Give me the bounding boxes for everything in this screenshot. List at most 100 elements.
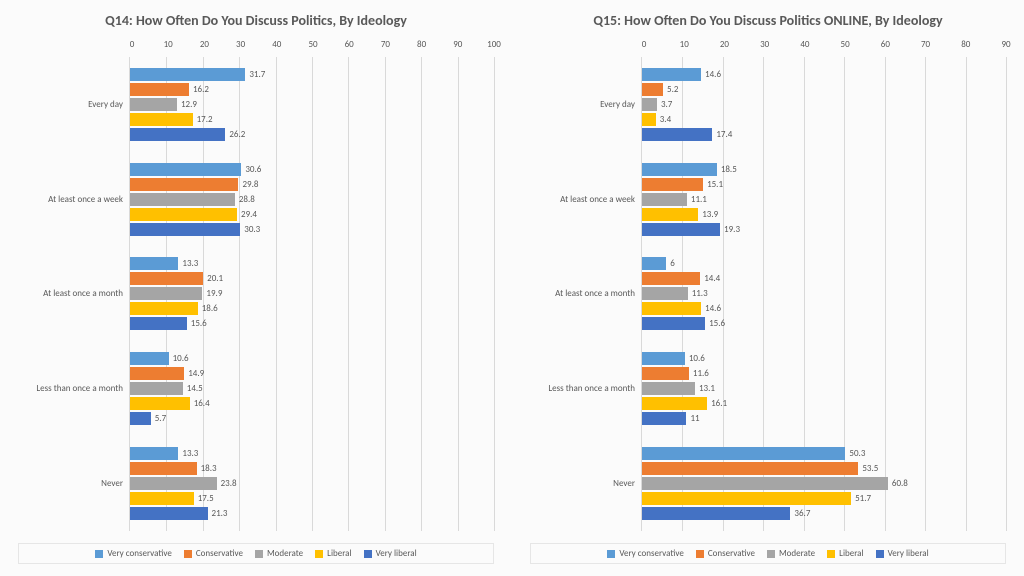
bar-row: 14.4 [642, 272, 1006, 285]
bar-group: 10.614.914.516.45.7 [130, 341, 494, 436]
bar [130, 302, 198, 315]
bar-value-label: 11.6 [693, 368, 709, 379]
bar [642, 462, 858, 475]
category-label: Never [18, 478, 123, 489]
bar-value-label: 21.3 [212, 508, 228, 519]
axis-tick: 20 [200, 39, 209, 50]
bar-row: 30.3 [130, 223, 494, 236]
bar-value-label: 14.6 [705, 69, 721, 80]
axis-tick: 40 [800, 39, 809, 50]
bar-row: 18.3 [130, 462, 494, 475]
chart-title: Q14: How Often Do You Discuss Politics, … [18, 12, 494, 29]
bar-value-label: 13.3 [182, 448, 198, 459]
legend-swatch [696, 550, 704, 558]
bar [642, 352, 685, 365]
legend-item: Liberal [315, 548, 351, 559]
bar-row: 16.4 [130, 397, 494, 410]
bar-value-label: 13.1 [699, 383, 715, 394]
bar-row: 14.9 [130, 367, 494, 380]
bar-row: 13.1 [642, 382, 1006, 395]
bar-value-label: 12.9 [181, 99, 197, 110]
legend-item: Very conservative [95, 548, 171, 559]
legend-swatch [315, 550, 323, 558]
bar-value-label: 28.8 [239, 194, 255, 205]
bar [642, 128, 712, 141]
axis-tick: 50 [841, 39, 850, 50]
bar-row: 11.1 [642, 193, 1006, 206]
bar-row: 16.1 [642, 397, 1006, 410]
x-axis: 0102030405060708090 [530, 39, 1006, 57]
bar-value-label: 29.4 [241, 209, 257, 220]
bar-row: 36.7 [642, 507, 1006, 520]
legend-item: Moderate [767, 548, 815, 559]
bar-value-label: 14.9 [188, 368, 204, 379]
axis-tick: 50 [308, 39, 317, 50]
bar [642, 382, 695, 395]
bar-row: 17.4 [642, 128, 1006, 141]
legend-label: Conservative [708, 548, 755, 559]
category-label: At least once a week [530, 194, 635, 205]
bar [642, 477, 888, 490]
bar-row: 51.7 [642, 492, 1006, 505]
legend-item: Moderate [255, 548, 303, 559]
bar-value-label: 30.3 [244, 224, 260, 235]
legend: Very conservative Conservative Moderate Lib… [18, 543, 494, 564]
bar-row: 28.8 [130, 193, 494, 206]
bar-group: 14.65.23.73.417.4 [642, 57, 1006, 152]
bar-row: 30.6 [130, 163, 494, 176]
bar-value-label: 17.4 [716, 129, 732, 140]
bar-group: 30.629.828.829.430.3 [130, 152, 494, 247]
bar-value-label: 14.4 [704, 273, 720, 284]
legend-swatch [95, 550, 103, 558]
axis-tick: 100 [487, 39, 501, 50]
bar-value-label: 13.9 [702, 209, 718, 220]
legend-swatch [876, 550, 884, 558]
bar-row: 13.3 [130, 257, 494, 270]
axis-tick: 30 [236, 39, 245, 50]
bar [130, 68, 245, 81]
bar-value-label: 18.3 [201, 463, 217, 474]
bar [642, 257, 666, 270]
bar-value-label: 51.7 [855, 493, 871, 504]
bar-group: 10.611.613.116.111 [642, 341, 1006, 436]
bar-value-label: 10.6 [689, 353, 705, 364]
legend-label: Moderate [779, 548, 815, 559]
bar [642, 507, 790, 520]
bar-value-label: 18.6 [202, 303, 218, 314]
bar-row: 15.6 [130, 317, 494, 330]
bar-row: 50.3 [642, 447, 1006, 460]
bar-value-label: 14.5 [187, 383, 203, 394]
bar [642, 302, 701, 315]
legend-swatch [255, 550, 263, 558]
bar-group: 614.411.314.615.6 [642, 247, 1006, 342]
legend-swatch [607, 550, 615, 558]
axis-tick: 10 [164, 39, 173, 50]
bar [642, 492, 851, 505]
legend-label: Very conservative [107, 548, 171, 559]
bar-row: 15.6 [642, 317, 1006, 330]
bar [642, 163, 717, 176]
bar-row: 3.4 [642, 113, 1006, 126]
bar-row: 13.3 [130, 447, 494, 460]
category-label: At least once a month [18, 288, 123, 299]
bar [642, 317, 705, 330]
category-label: At least once a week [18, 194, 123, 205]
bar-row: 20.1 [130, 272, 494, 285]
plot-area: 14.65.23.73.417.418.515.111.113.919.3614… [642, 57, 1006, 531]
axis-tick: 90 [1001, 39, 1010, 50]
bar-row: 15.1 [642, 178, 1006, 191]
bar [642, 367, 689, 380]
bar [642, 68, 701, 81]
bar [130, 193, 235, 206]
bar-value-label: 15.1 [707, 179, 723, 190]
bar-row: 19.3 [642, 223, 1006, 236]
bar-value-label: 18.5 [721, 164, 737, 175]
axis-tick: 70 [921, 39, 930, 50]
bar-value-label: 20.1 [207, 273, 223, 284]
bar [130, 462, 197, 475]
bar-value-label: 16.2 [193, 84, 209, 95]
bar-value-label: 16.1 [711, 398, 727, 409]
bar-row: 11.3 [642, 287, 1006, 300]
legend-label: Conservative [196, 548, 243, 559]
bar-value-label: 11.1 [691, 194, 707, 205]
